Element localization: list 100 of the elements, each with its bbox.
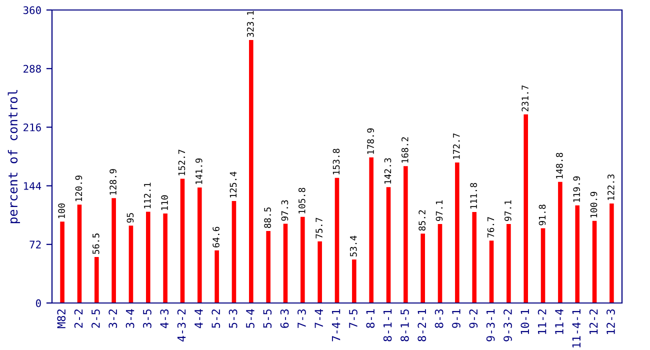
- bar: [472, 212, 476, 303]
- data-label: 112.1: [144, 182, 151, 208]
- data-label: 168.2: [401, 137, 408, 163]
- bar: [249, 40, 254, 303]
- x-tick-label: 8-1-1: [383, 309, 392, 342]
- data-label: 100.9: [590, 192, 598, 218]
- x-tick-label: 12-3: [606, 309, 615, 334]
- x-tick-label: 3-5: [142, 309, 152, 328]
- x-tick-label: 3-4: [126, 309, 134, 328]
- x-tick-label: 9-3-1: [486, 309, 495, 342]
- x-tick-label: 11-4-1: [572, 309, 580, 348]
- data-label: 64.6: [212, 226, 220, 248]
- data-label: 85.2: [418, 210, 426, 231]
- x-tick-label: 5-3: [228, 309, 238, 328]
- bar: [610, 203, 614, 303]
- data-label: 100: [58, 203, 65, 218]
- x-tick-label: 5-4: [246, 309, 254, 328]
- x-tick-label: 5-2: [212, 310, 220, 328]
- x-tick-label: 4-3-2: [177, 310, 186, 342]
- y-tick-label: 72: [30, 240, 41, 248]
- data-label: 178.9: [367, 128, 374, 154]
- x-tick-label: 9-3-2: [504, 310, 512, 342]
- bar: [94, 257, 99, 303]
- x-tick-label: 2-5: [91, 309, 100, 328]
- bar: [77, 204, 82, 303]
- bar: [112, 198, 116, 303]
- data-label: 75.7: [316, 218, 322, 238]
- y-tick-label: 216: [24, 123, 41, 132]
- data-label: 172.7: [452, 134, 460, 159]
- bar: [318, 241, 322, 303]
- data-label: 142.3: [384, 158, 392, 184]
- x-tick-label: 8-2-1: [418, 309, 426, 342]
- x-tick-label: 7-3: [298, 309, 306, 328]
- x-tick-label: 11-4: [555, 309, 564, 334]
- data-label: 97.1: [504, 200, 512, 221]
- data-label: 128.9: [110, 169, 116, 195]
- bar: [592, 220, 597, 303]
- data-label: 97.1: [436, 200, 443, 221]
- data-label: 95: [126, 213, 134, 223]
- data-label: 120.9: [75, 176, 82, 202]
- y-tick-label: 0: [36, 299, 41, 308]
- bar: [163, 213, 168, 303]
- data-label: 91.8: [538, 204, 546, 226]
- bar: [146, 212, 150, 303]
- bar: [60, 222, 64, 303]
- data-label: 110: [161, 195, 168, 210]
- x-tick-label: 11-2: [538, 310, 546, 334]
- bar: [180, 178, 185, 303]
- y-tick-label: 288: [24, 64, 41, 73]
- bar: [404, 166, 408, 303]
- x-tick-label: 2-2: [74, 310, 83, 328]
- bar: [455, 162, 460, 303]
- x-tick-label: 9-1: [452, 309, 460, 328]
- bar: [198, 188, 202, 303]
- data-label: 152.7: [178, 150, 186, 176]
- data-label: 56.5: [92, 234, 100, 254]
- bar: [575, 205, 580, 303]
- data-label: 88.5: [264, 208, 271, 228]
- bar: [232, 200, 236, 303]
- bar: [283, 224, 288, 303]
- bar: [300, 216, 305, 303]
- bar: [128, 226, 134, 303]
- x-tick-label: 7-4-1: [332, 309, 340, 342]
- data-label: 231.7: [522, 85, 528, 112]
- x-tick-label: 4-4: [194, 309, 203, 328]
- x-tick-label: 8-3: [434, 309, 444, 328]
- x-tick-label: M82: [57, 310, 66, 328]
- y-tick-label: 360: [23, 6, 41, 14]
- bar: [524, 114, 528, 303]
- bar: [334, 178, 340, 303]
- x-tick-label: 12-2: [589, 310, 598, 334]
- data-label: 97.3: [281, 200, 288, 221]
- data-label: 111.8: [470, 182, 477, 208]
- data-label: 105.8: [298, 188, 306, 214]
- bar: [214, 250, 219, 303]
- x-tick-label: 4-3: [160, 309, 169, 328]
- bar: [489, 240, 494, 303]
- data-label: 148.8: [556, 152, 563, 178]
- x-tick-label: 7-4: [314, 309, 323, 328]
- data-label: 76.7: [487, 217, 494, 238]
- bar: [438, 224, 442, 303]
- bar: [352, 260, 356, 303]
- x-tick-label: 8-1: [366, 309, 375, 328]
- x-tick-label: 10-1: [520, 309, 530, 334]
- data-label: 125.4: [230, 172, 237, 198]
- bar: [266, 230, 270, 303]
- bar: [540, 228, 546, 303]
- bar: [506, 224, 511, 303]
- x-tick-label: 3-2: [108, 310, 118, 328]
- data-label: 122.3: [608, 174, 614, 200]
- data-label: 53.4: [350, 236, 357, 256]
- x-tick-label: 6-3: [280, 309, 289, 328]
- data-label: 119.9: [573, 176, 580, 202]
- x-tick-label: 7-5: [349, 309, 358, 328]
- data-label: 153.8: [332, 148, 340, 174]
- y-axis-title: percent of control: [8, 90, 20, 224]
- bar: [386, 187, 391, 303]
- bar: [420, 234, 425, 303]
- data-label: 141.9: [195, 158, 202, 184]
- x-tick-label: 5-5: [263, 309, 272, 328]
